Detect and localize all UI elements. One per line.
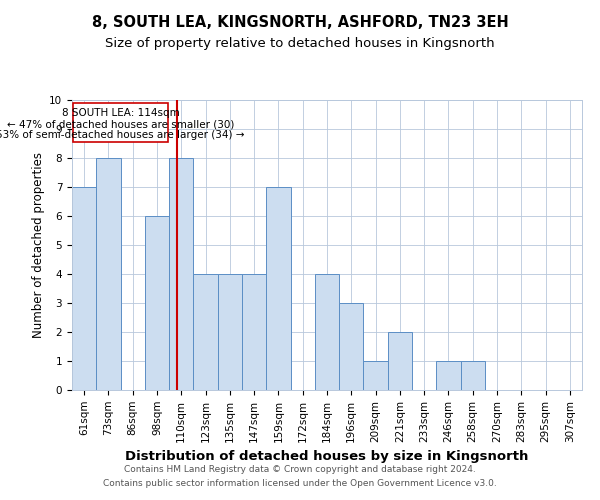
Y-axis label: Number of detached properties: Number of detached properties	[32, 152, 45, 338]
Bar	[315, 274, 339, 390]
Bar	[364, 361, 388, 390]
Bar	[96, 158, 121, 390]
Bar	[72, 187, 96, 390]
Bar	[218, 274, 242, 390]
Bar	[169, 158, 193, 390]
Text: Contains HM Land Registry data © Crown copyright and database right 2024.
Contai: Contains HM Land Registry data © Crown c…	[103, 466, 497, 487]
Text: ← 47% of detached houses are smaller (30): ← 47% of detached houses are smaller (30…	[7, 120, 234, 130]
Bar	[266, 187, 290, 390]
Bar	[193, 274, 218, 390]
Text: 53% of semi-detached houses are larger (34) →: 53% of semi-detached houses are larger (…	[0, 130, 245, 140]
Text: 8, SOUTH LEA, KINGSNORTH, ASHFORD, TN23 3EH: 8, SOUTH LEA, KINGSNORTH, ASHFORD, TN23 …	[92, 15, 508, 30]
Bar	[388, 332, 412, 390]
FancyBboxPatch shape	[73, 103, 168, 142]
Text: 8 SOUTH LEA: 114sqm: 8 SOUTH LEA: 114sqm	[62, 108, 179, 118]
Bar	[145, 216, 169, 390]
Bar	[436, 361, 461, 390]
Bar	[339, 303, 364, 390]
Text: Size of property relative to detached houses in Kingsnorth: Size of property relative to detached ho…	[105, 38, 495, 51]
Bar	[242, 274, 266, 390]
X-axis label: Distribution of detached houses by size in Kingsnorth: Distribution of detached houses by size …	[125, 450, 529, 463]
Bar	[461, 361, 485, 390]
